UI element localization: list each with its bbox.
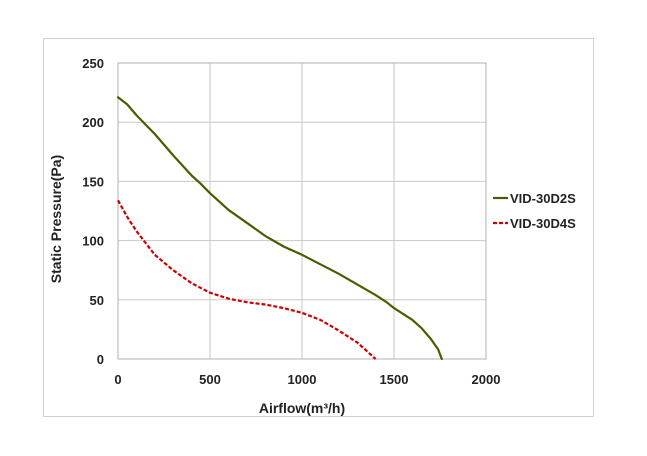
x-tick-label: 1500 xyxy=(380,372,409,387)
legend-label-vid-30d2s: VID-30D2S xyxy=(510,191,576,206)
y-tick-label: 0 xyxy=(97,352,104,367)
legend: VID-30D2S VID-30D4S xyxy=(493,191,576,231)
tick-label-layer: 0 500 1000 1500 2000 0 50 100 150 200 250 xyxy=(82,56,500,387)
y-tick-label: 250 xyxy=(82,56,104,71)
y-tick-label: 50 xyxy=(90,293,104,308)
x-tick-label: 2000 xyxy=(472,372,501,387)
y-tick-label: 200 xyxy=(82,115,104,130)
x-tick-label: 1000 xyxy=(288,372,317,387)
y-tick-label: 150 xyxy=(82,174,104,189)
x-tick-label: 0 xyxy=(114,372,121,387)
y-tick-label: 100 xyxy=(82,234,104,249)
plot-area-border xyxy=(117,62,487,360)
series-line-vid-30d4s xyxy=(117,199,377,360)
grid-layer xyxy=(118,62,487,359)
x-tick-label: 500 xyxy=(199,372,221,387)
series-line-vid-30d2s xyxy=(116,96,443,361)
series-layer xyxy=(116,96,443,361)
y-axis-title: Static Pressure(Pa) xyxy=(48,155,64,283)
x-axis-title: Airflow(m³/h) xyxy=(259,400,345,416)
legend-label-vid-30d4s: VID-30D4S xyxy=(510,216,576,231)
